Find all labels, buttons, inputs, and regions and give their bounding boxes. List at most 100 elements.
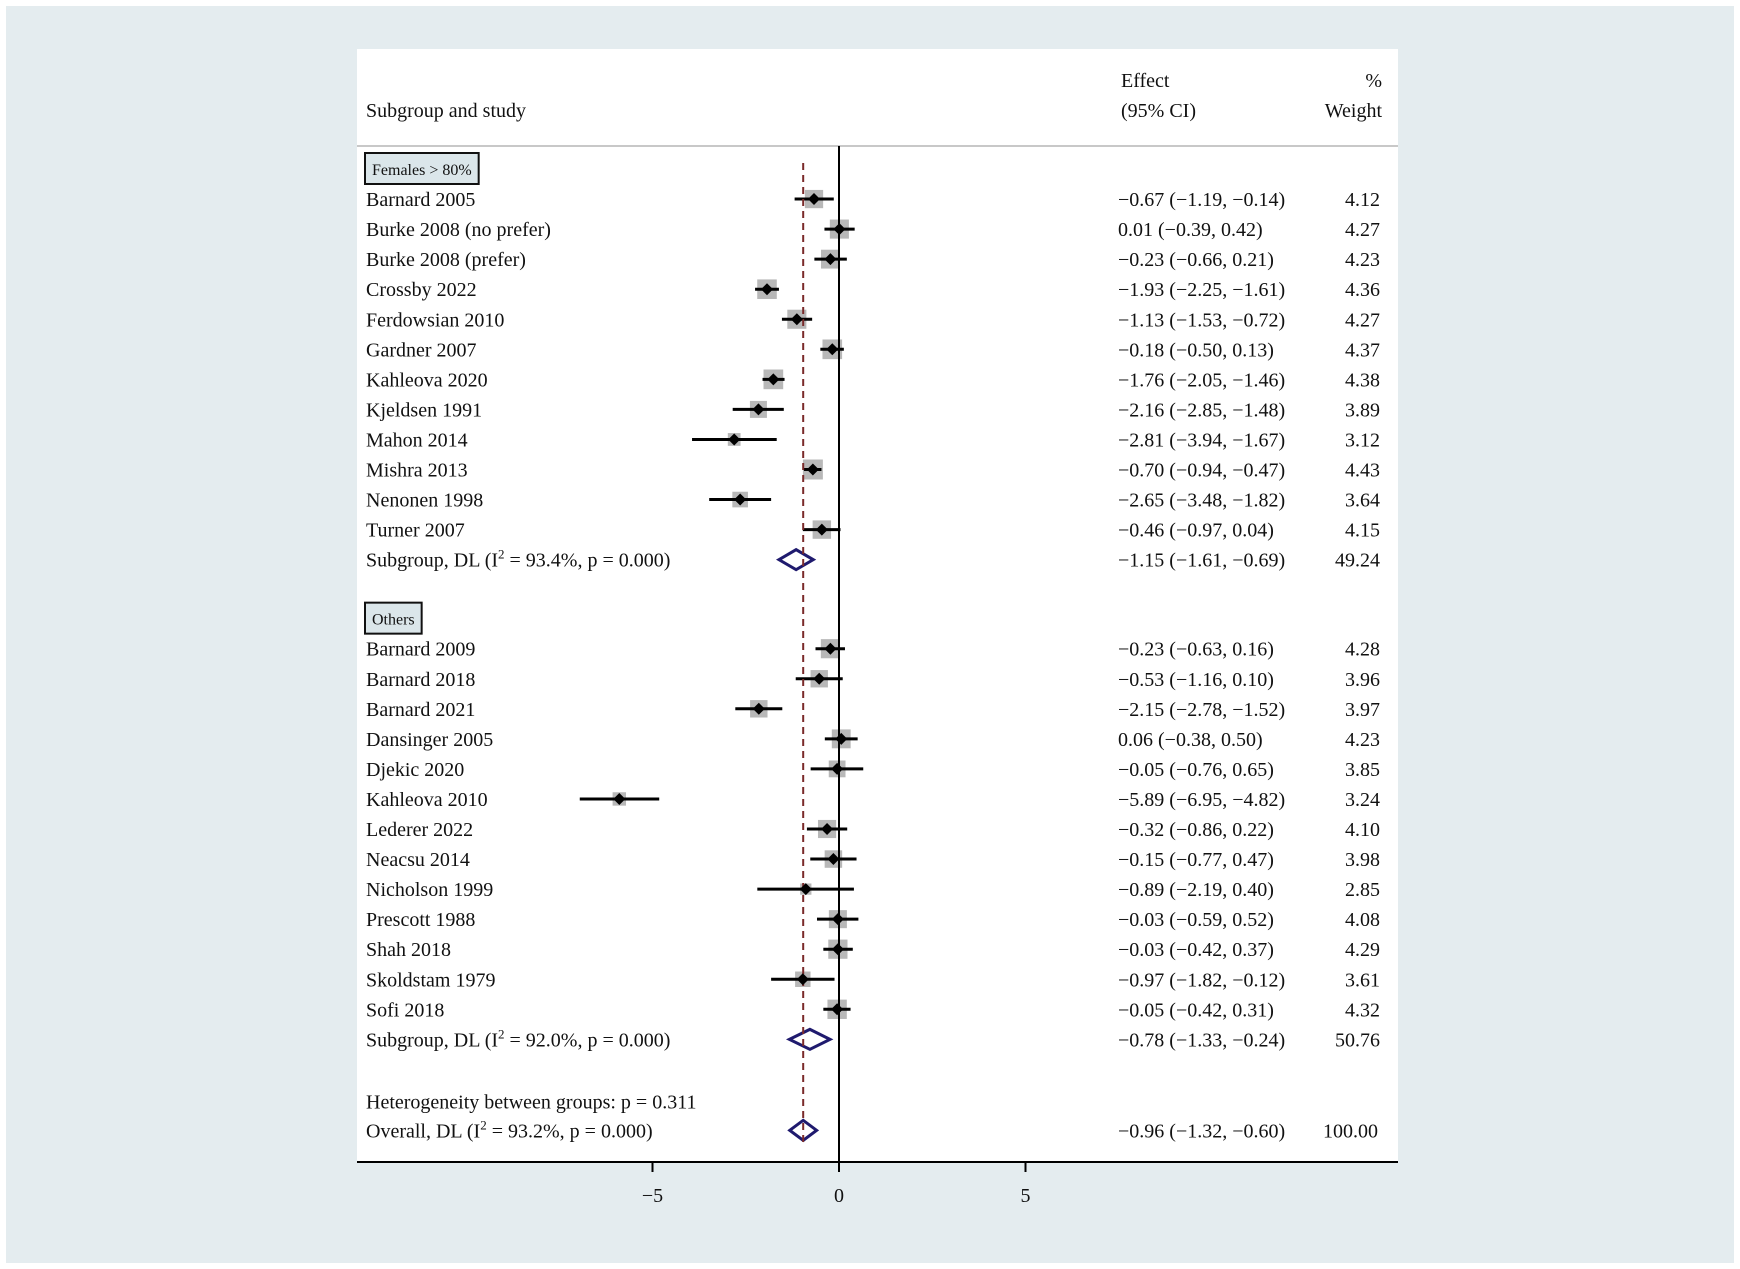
subgroup-weight-text: 49.24 xyxy=(1335,550,1380,572)
study-weight-text: 4.23 xyxy=(1345,729,1380,751)
point-estimate xyxy=(752,403,765,416)
study-label: Gardner 2007 xyxy=(366,339,477,361)
point-estimate xyxy=(831,943,844,956)
study-ci-text: 0.01 (−0.39, 0.42) xyxy=(1118,219,1263,241)
study-weight-text: 3.89 xyxy=(1345,399,1380,421)
x-tick-label: 0 xyxy=(834,1185,844,1207)
study-weight-text: 4.27 xyxy=(1345,309,1380,331)
overall-weight-text: 100.00 xyxy=(1323,1120,1378,1142)
study-ci-text: −2.81 (−3.94, −1.67) xyxy=(1118,429,1285,451)
study-weight-text: 4.43 xyxy=(1345,460,1380,482)
study-label: Neacsu 2014 xyxy=(366,849,470,871)
study-ci-text: −0.03 (−0.59, 0.52) xyxy=(1118,909,1274,931)
study-ci-text: −1.93 (−2.25, −1.61) xyxy=(1118,279,1285,301)
study-weight-text: 3.64 xyxy=(1345,490,1380,512)
study-weight-text: 4.29 xyxy=(1345,939,1380,961)
header-ci: (95% CI) xyxy=(1121,100,1196,122)
study-ci-text: −0.03 (−0.42, 0.37) xyxy=(1118,939,1274,961)
study-ci-text: −2.65 (−3.48, −1.82) xyxy=(1118,490,1285,512)
study-weight-text: 3.24 xyxy=(1345,789,1380,811)
study-ci-text: −0.05 (−0.76, 0.65) xyxy=(1118,759,1274,781)
point-estimate xyxy=(790,313,803,326)
study-label: Djekic 2020 xyxy=(366,759,464,781)
point-estimate xyxy=(806,463,819,476)
point-estimate xyxy=(796,973,809,986)
point-estimate xyxy=(831,762,844,775)
study-weight-text: 3.85 xyxy=(1345,759,1380,781)
x-tick-label: 5 xyxy=(1021,1185,1031,1207)
study-weight-text: 3.61 xyxy=(1345,969,1380,991)
study-weight-text: 4.37 xyxy=(1345,339,1380,361)
point-estimate xyxy=(824,642,837,655)
study-label: Barnard 2018 xyxy=(366,669,475,691)
study-ci-text: −0.32 (−0.86, 0.22) xyxy=(1118,819,1274,841)
plot-panel xyxy=(357,49,1398,1161)
study-ci-text: −0.15 (−0.77, 0.47) xyxy=(1118,849,1274,871)
study-label: Crossby 2022 xyxy=(366,279,477,301)
study-label: Nicholson 1999 xyxy=(366,879,493,901)
study-ci-text: −0.05 (−0.42, 0.31) xyxy=(1118,999,1274,1021)
point-estimate xyxy=(799,883,812,896)
study-label: Kahleova 2020 xyxy=(366,369,488,391)
study-label: Lederer 2022 xyxy=(366,819,473,841)
study-label: Kahleova 2010 xyxy=(366,789,488,811)
subgroup-label: Subgroup, DL (I2 = 93.4%, p = 0.000) xyxy=(366,547,670,572)
header-study: Subgroup and study xyxy=(366,100,526,122)
study-weight-text: 4.08 xyxy=(1345,909,1380,931)
study-weight-text: 3.96 xyxy=(1345,669,1380,691)
point-estimate xyxy=(833,223,846,236)
overall-label: Overall, DL (I2 = 93.2%, p = 0.000) xyxy=(366,1117,653,1142)
study-ci-text: −1.13 (−1.53, −0.72) xyxy=(1118,309,1285,331)
subgroup-label: Subgroup, DL (I2 = 92.0%, p = 0.000) xyxy=(366,1026,670,1051)
subgroup-diamond xyxy=(775,547,817,572)
study-weight-text: 4.23 xyxy=(1345,249,1380,271)
subgroup-diamond xyxy=(785,1027,834,1052)
point-estimate xyxy=(752,702,765,715)
study-label: Mahon 2014 xyxy=(366,429,468,451)
study-label: Skoldstam 1979 xyxy=(366,969,495,991)
point-estimate xyxy=(835,732,848,745)
header-pct: % xyxy=(1365,70,1382,92)
subgroup-weight-text: 50.76 xyxy=(1335,1029,1380,1051)
study-weight-text: 4.36 xyxy=(1345,279,1380,301)
study-ci-text: −0.89 (−2.19, 0.40) xyxy=(1118,879,1274,901)
study-weight-text: 4.15 xyxy=(1345,520,1380,542)
heterogeneity-text: Heterogeneity between groups: p = 0.311 xyxy=(366,1091,696,1113)
study-weight-text: 4.32 xyxy=(1345,999,1380,1021)
study-ci-text: −0.23 (−0.63, 0.16) xyxy=(1118,639,1274,661)
study-weight-text: 3.97 xyxy=(1345,699,1380,721)
point-estimate xyxy=(613,792,626,805)
study-weight-text: 4.10 xyxy=(1345,819,1380,841)
study-label: Dansinger 2005 xyxy=(366,729,493,751)
point-estimate xyxy=(827,853,840,866)
study-weight-text: 4.38 xyxy=(1345,369,1380,391)
study-label: Nenonen 1998 xyxy=(366,490,483,512)
point-estimate xyxy=(831,1003,844,1016)
study-label: Turner 2007 xyxy=(366,520,465,542)
point-estimate xyxy=(808,193,821,206)
point-estimate xyxy=(815,523,828,536)
study-label: Burke 2008 (prefer) xyxy=(366,249,526,271)
study-label: Mishra 2013 xyxy=(366,460,468,482)
header-effect: Effect xyxy=(1121,70,1170,92)
point-estimate xyxy=(728,433,741,446)
header-weight: Weight xyxy=(1325,100,1383,122)
study-label: Barnard 2005 xyxy=(366,189,475,211)
point-estimate xyxy=(821,823,834,835)
point-estimate xyxy=(826,343,839,356)
group-box xyxy=(364,601,423,635)
study-ci-text: −0.46 (−0.97, 0.04) xyxy=(1118,520,1274,542)
group-label: Females > 80% xyxy=(372,162,472,179)
point-estimate xyxy=(831,913,844,926)
study-ci-text: −1.76 (−2.05, −1.46) xyxy=(1118,369,1285,391)
x-tick-label: −5 xyxy=(642,1185,663,1207)
study-ci-text: −2.16 (−2.85, −1.48) xyxy=(1118,399,1285,421)
study-label: Barnard 2009 xyxy=(366,639,475,661)
study-ci-text: −0.67 (−1.19, −0.14) xyxy=(1118,189,1285,211)
group-box xyxy=(364,152,480,185)
point-estimate xyxy=(767,373,780,386)
point-estimate xyxy=(734,493,747,506)
study-weight-text: 2.85 xyxy=(1345,879,1380,901)
point-estimate xyxy=(813,672,826,685)
